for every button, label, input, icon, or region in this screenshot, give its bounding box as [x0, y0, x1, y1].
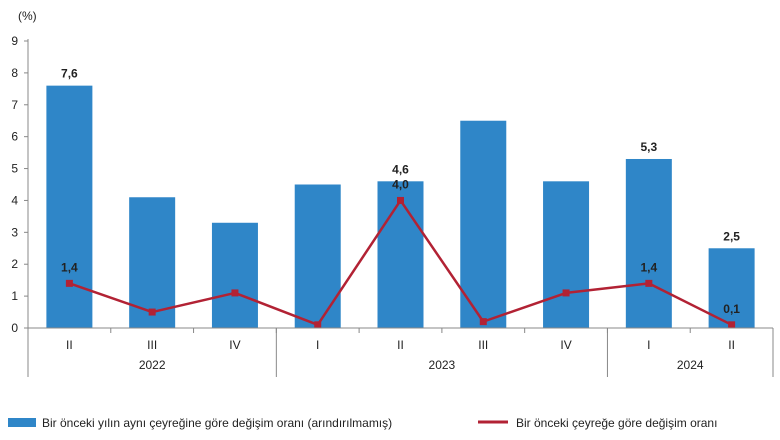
legend: Bir önceki yılın aynı çeyreğine göre değ… — [8, 416, 717, 430]
y-tick-label: 2 — [11, 257, 18, 271]
line-data-label: 0,1 — [723, 302, 740, 316]
bar — [211, 222, 258, 328]
x-tick-label: II — [66, 338, 73, 352]
line-point — [645, 279, 653, 287]
line-point — [728, 321, 736, 329]
y-tick-label: 4 — [11, 193, 18, 207]
y-unit-label: (%) — [18, 9, 37, 23]
y-tick-label: 1 — [11, 289, 18, 303]
x-tick-label: II — [397, 338, 404, 352]
bar — [708, 248, 755, 328]
x-tick-label: IV — [560, 338, 571, 352]
y-tick-label: 0 — [11, 321, 18, 335]
year-group-label: 2024 — [677, 358, 704, 372]
bar-data-label: 2,5 — [723, 229, 740, 243]
legend-swatch-bar — [8, 418, 36, 427]
y-tick-label: 6 — [11, 130, 18, 144]
line-point — [231, 289, 239, 297]
line-point — [562, 289, 570, 297]
bar-data-label: 4,6 — [392, 162, 409, 176]
x-tick-label: I — [316, 338, 319, 352]
bar — [377, 181, 424, 328]
y-tick-label: 9 — [11, 34, 18, 48]
line-point — [314, 321, 322, 329]
x-tick-label: I — [647, 338, 650, 352]
x-tick-label: III — [478, 338, 488, 352]
legend-label-bar: Bir önceki yılın aynı çeyreğine göre değ… — [42, 416, 392, 430]
y-axis: 0 1 2 3 4 5 6 7 8 9 — [11, 34, 29, 335]
x-tick-label: II — [728, 338, 735, 352]
y-tick-label: 3 — [11, 225, 18, 239]
line-series: 1,4 4,0 1,4 0,1 — [61, 177, 740, 329]
bar — [543, 181, 590, 328]
line-point — [479, 318, 487, 326]
bar — [460, 120, 507, 328]
bar-data-label: 5,3 — [640, 140, 657, 154]
year-group-label: 2022 — [139, 358, 166, 372]
line-data-label: 1,4 — [640, 260, 657, 274]
bar — [625, 158, 672, 328]
y-tick-label: 7 — [11, 98, 18, 112]
x-tick-label: III — [147, 338, 157, 352]
line-point — [148, 308, 156, 316]
line-point — [397, 196, 404, 204]
year-group-label: 2023 — [429, 358, 456, 372]
line-point — [65, 279, 73, 287]
line-data-label: 1,4 — [61, 260, 78, 274]
line-data-label: 4,0 — [392, 177, 409, 191]
bar-data-label: 7,6 — [61, 67, 78, 81]
bar — [294, 184, 341, 328]
y-tick-label: 8 — [11, 66, 18, 80]
legend-label-line: Bir önceki çeyreğe göre değişim oranı — [516, 416, 717, 430]
y-tick-label: 5 — [11, 162, 18, 176]
x-tick-label: IV — [229, 338, 240, 352]
bar — [46, 85, 93, 329]
